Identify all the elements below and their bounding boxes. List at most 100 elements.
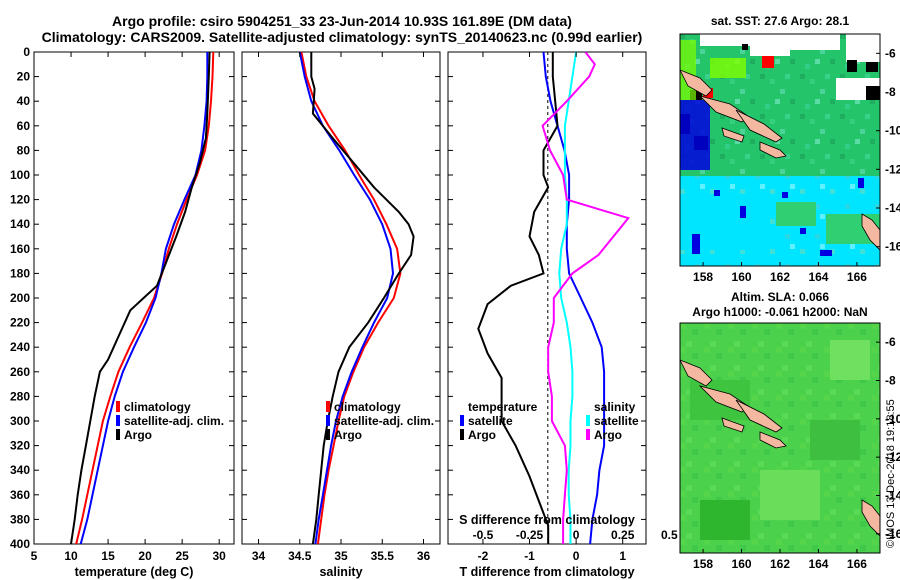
sst-islands — [680, 69, 880, 251]
y-tick-label: 180 — [10, 266, 30, 280]
map-y-tick-label: -12 — [885, 450, 900, 464]
legend-label: Argo — [334, 428, 362, 442]
x-tick-label: 0.25 — [611, 528, 635, 542]
imos-watermark: ©IMOS 13-Dec-2018 19:18:55 — [885, 399, 897, 548]
title-line-2: Climatology: CARS2009. Satellite-adjuste… — [42, 29, 643, 45]
temperature-axis-label: temperature (deg C) — [75, 565, 194, 579]
salinity-x-axis: 34 34.5 35 35.5 36 — [252, 52, 430, 563]
y-tick-label: 380 — [10, 512, 30, 526]
sla-high-patch — [760, 470, 820, 520]
x-tick-label: -2 — [478, 549, 489, 563]
temperature-x-axis: 5 10 15 20 25 30 — [31, 52, 227, 563]
sst-blue-cell — [740, 206, 746, 218]
difference-plot-frame — [447, 51, 647, 545]
map-x-tick-label: 158 — [693, 557, 713, 571]
y-tick-label: 300 — [10, 414, 30, 428]
map-x-tick-label: 162 — [770, 557, 790, 571]
x-tick-label: -0.25 — [516, 528, 544, 542]
y-tick-label: 140 — [10, 217, 30, 231]
legend-swatch-satellite — [460, 415, 464, 426]
t-diff-axis-label: T difference from climatology — [459, 565, 634, 579]
y-tick-label: 40 — [17, 94, 31, 108]
x-tick-label: 34.5 — [288, 549, 312, 563]
legend-label: climatology — [124, 400, 191, 414]
map-y-tick-label: -12 — [885, 162, 900, 176]
legend-swatch-argo — [116, 429, 120, 440]
x-tick-label: 10 — [64, 549, 78, 563]
map-x-tick-label: 160 — [732, 557, 752, 571]
legend-swatch-satellite — [326, 415, 330, 426]
t-diff-x-axis: -2 -1 0 1 — [478, 52, 626, 563]
island — [735, 399, 783, 433]
island — [680, 69, 713, 97]
map-x-tick-label: 164 — [808, 557, 828, 571]
legend-title: salinity — [594, 400, 636, 414]
x-tick-label: 30 — [213, 549, 227, 563]
sla-low-patch — [810, 420, 860, 460]
x-tick-label: 5 — [31, 549, 38, 563]
x-tick-label: 0.5 — [661, 528, 678, 542]
legend-swatch-argo — [460, 429, 464, 440]
map-y-tick-label: -8 — [885, 374, 896, 388]
map-y-tick-label: -14 — [885, 201, 900, 215]
temperature-legend: climatology satellite-adj. clim. Argo — [116, 400, 224, 442]
temperature-plot-frame — [33, 51, 235, 545]
island — [735, 109, 783, 143]
legend-swatch-satellite — [116, 415, 120, 426]
y-tick-label: 340 — [10, 463, 30, 477]
y-tick-label: 320 — [10, 439, 30, 453]
sst-missing-cells — [866, 86, 880, 100]
sst-blue-patch — [680, 100, 710, 170]
legend-label: Argo — [124, 428, 152, 442]
s-diff-legend: salinity satellite Argo — [586, 400, 639, 442]
map-x-tick-label: 166 — [847, 557, 867, 571]
legend-label: satellite-adj. clim. — [334, 414, 434, 428]
t-diff-satellite-line — [542, 52, 606, 544]
y-tick-label: 360 — [10, 488, 30, 502]
x-tick-label: 35.5 — [371, 549, 395, 563]
temperature-climatology-line — [75, 52, 215, 544]
y-tick-label: 60 — [17, 119, 31, 133]
x-tick-label: -0.5 — [473, 528, 494, 542]
legend-swatch-climatology — [326, 401, 330, 412]
sst-blue-cell — [800, 228, 806, 234]
sst-lime-patch — [680, 40, 696, 100]
x-tick-label: 0 — [573, 549, 580, 563]
depth-axis: 0 20 40 60 80 100 120 140 160 180 200 220 240 260 280 3… — [10, 45, 646, 551]
y-tick-label: 280 — [10, 389, 30, 403]
sst-blue-cell — [714, 190, 720, 196]
sst-missing-cells — [847, 60, 857, 72]
sst-blue-cell — [858, 178, 864, 188]
map-y-tick-label: -6 — [885, 335, 896, 349]
map-x-tick-label: 162 — [770, 270, 790, 284]
map-y-tick-label: -8 — [885, 85, 896, 99]
sla-map-title: Altim. SLA: 0.066 — [731, 290, 829, 304]
t-diff-legend: temperature satellite Argo — [460, 400, 538, 442]
sst-missing-cells — [700, 34, 760, 46]
legend-label: satellite-adj. clim. — [124, 414, 224, 428]
legend-swatch-climatology — [116, 401, 120, 412]
y-tick-label: 160 — [10, 242, 30, 256]
sla-map-subtitle: Argo h1000: -0.061 h2000: NaN — [692, 305, 867, 319]
map-x-tick-label: 166 — [847, 270, 867, 284]
island — [759, 141, 787, 159]
y-tick-label: 260 — [10, 365, 30, 379]
sst-map — [680, 34, 880, 266]
y-tick-label: 220 — [10, 316, 30, 330]
x-tick-label: 15 — [101, 549, 115, 563]
x-tick-label: 34 — [252, 549, 266, 563]
title-line-1: Argo profile: csiro 5904251_33 23-Jun-20… — [112, 13, 572, 29]
s-diff-argo-line — [541, 52, 631, 544]
sst-map-title: sat. SST: 27.6 Argo: 28.1 — [711, 14, 850, 28]
sla-high-patch — [830, 340, 870, 380]
map-y-tick-label: -16 — [885, 240, 900, 254]
map-x-tick-label: 158 — [693, 270, 713, 284]
sst-high-cell — [762, 56, 774, 68]
map-y-tick-label: -6 — [885, 46, 896, 60]
island — [680, 359, 713, 387]
sst-missing-cells — [750, 34, 790, 56]
island — [721, 127, 745, 143]
legend-swatch-argo — [326, 429, 330, 440]
salinity-legend: climatology satellite-adj. clim. Argo — [326, 400, 434, 442]
